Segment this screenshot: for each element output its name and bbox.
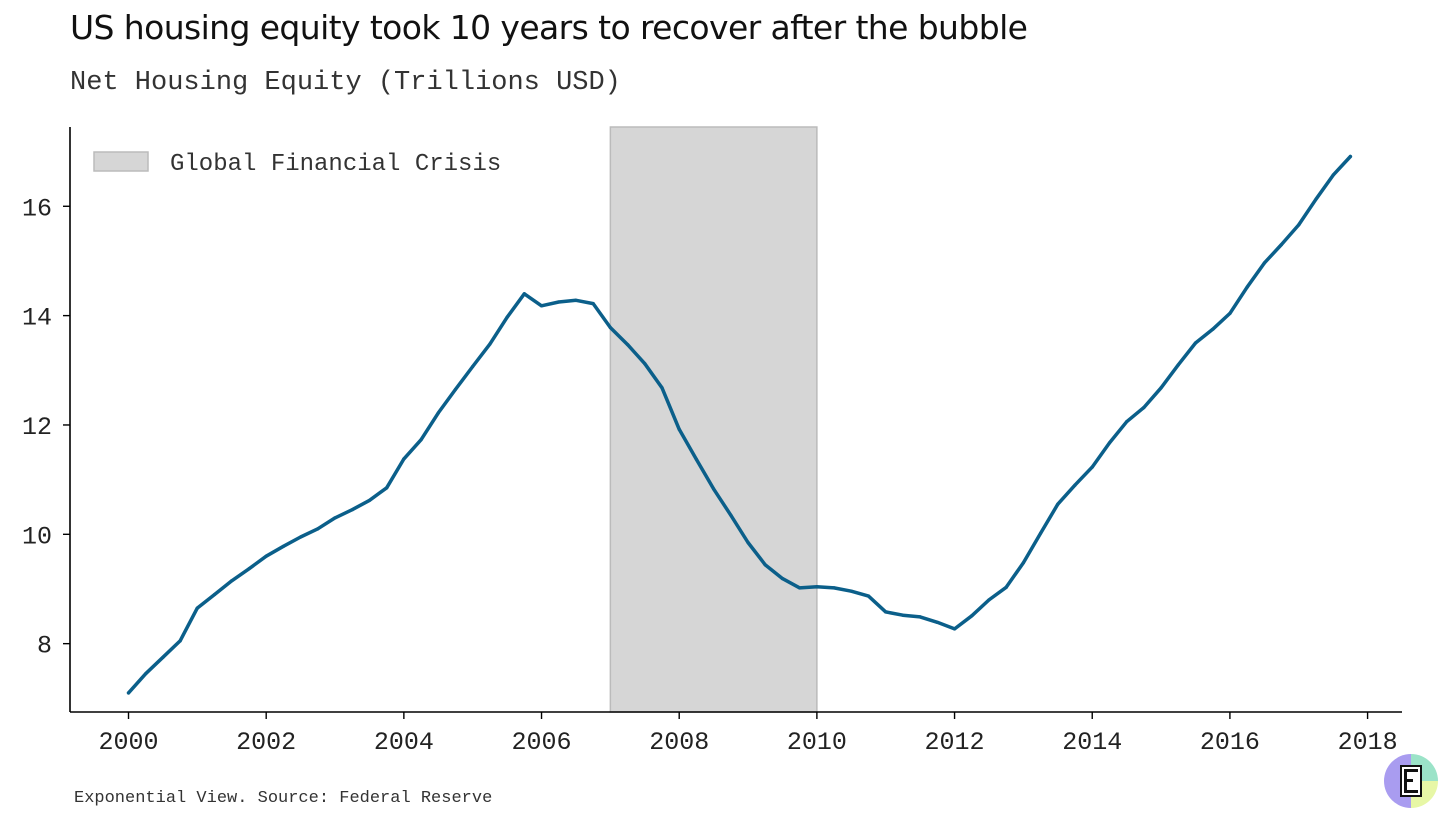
x-tick-label: 2016 xyxy=(1200,728,1260,757)
data-point xyxy=(1021,561,1025,565)
data-point xyxy=(1193,341,1198,345)
data-point xyxy=(264,554,268,558)
x-tick-label: 2004 xyxy=(374,728,434,757)
data-point xyxy=(126,691,131,695)
data-point xyxy=(677,427,681,431)
y-tick-label: 8 xyxy=(37,632,52,661)
data-point xyxy=(935,620,939,624)
data-point xyxy=(178,639,182,643)
data-point xyxy=(780,576,785,581)
data-point xyxy=(1125,420,1129,424)
y-tick-label: 14 xyxy=(22,304,52,333)
data-point xyxy=(1073,483,1077,487)
y-tick-label: 16 xyxy=(22,194,52,223)
x-tick-label: 2002 xyxy=(236,728,296,757)
data-point xyxy=(144,672,148,676)
chart-title: US housing equity took 10 years to recov… xyxy=(70,8,1028,47)
data-point xyxy=(316,527,320,531)
data-point xyxy=(1142,405,1146,410)
data-point xyxy=(1314,197,1318,201)
data-point xyxy=(1159,386,1163,390)
data-point xyxy=(1090,465,1094,469)
data-point xyxy=(385,486,389,490)
data-point xyxy=(488,342,492,346)
data-point xyxy=(712,487,716,491)
data-point xyxy=(230,579,234,583)
data-point xyxy=(557,300,561,304)
x-tick-label: 2008 xyxy=(649,728,709,757)
data-point xyxy=(367,498,372,503)
data-point xyxy=(901,613,905,617)
data-point xyxy=(660,386,664,390)
data-point xyxy=(471,364,475,369)
x-tick-label: 2018 xyxy=(1338,728,1398,757)
data-point xyxy=(798,586,802,590)
data-point xyxy=(815,585,819,589)
data-point xyxy=(1107,441,1112,445)
data-point xyxy=(1331,173,1335,177)
data-point xyxy=(402,457,406,461)
data-point xyxy=(436,411,440,415)
data-point xyxy=(1211,327,1215,331)
data-point xyxy=(281,544,285,548)
data-point xyxy=(453,387,458,392)
data-point xyxy=(866,594,871,598)
x-tick-label: 2006 xyxy=(512,728,572,757)
series-line-net-housing-equity xyxy=(126,154,1353,695)
data-point xyxy=(849,589,853,593)
x-tick-label: 2000 xyxy=(99,728,159,757)
x-tick-label: 2010 xyxy=(787,728,847,757)
data-point xyxy=(1348,154,1352,159)
y-tick-label: 10 xyxy=(22,522,52,551)
data-point xyxy=(729,513,733,517)
data-point xyxy=(970,614,974,618)
data-point xyxy=(952,627,957,631)
data-point xyxy=(763,563,767,567)
x-tick-label: 2012 xyxy=(925,728,985,757)
exponential-view-logo[interactable] xyxy=(1384,754,1438,808)
data-point xyxy=(574,298,578,302)
data-point xyxy=(1279,242,1284,247)
x-tick-label: 2014 xyxy=(1062,728,1122,757)
data-point xyxy=(350,508,354,512)
data-point xyxy=(918,615,922,619)
data-point xyxy=(505,315,509,319)
data-point xyxy=(625,342,630,347)
data-point xyxy=(643,362,647,366)
legend-swatch xyxy=(93,151,149,172)
data-point xyxy=(1297,223,1301,227)
data-point xyxy=(987,598,991,602)
data-point xyxy=(694,457,699,462)
data-point xyxy=(1262,261,1266,265)
data-point xyxy=(419,438,423,442)
data-point xyxy=(1056,502,1060,506)
data-point xyxy=(1039,531,1043,535)
data-point xyxy=(212,592,217,597)
data-point xyxy=(247,567,251,571)
data-point xyxy=(1176,363,1180,367)
data-point xyxy=(299,535,303,539)
data-point xyxy=(195,606,199,610)
crisis-shaded-region xyxy=(609,126,818,713)
y-tick-label: 12 xyxy=(22,413,52,442)
chart-subtitle: Net Housing Equity (Trillions USD) xyxy=(70,68,621,98)
data-point xyxy=(1228,311,1232,316)
data-point xyxy=(884,610,888,614)
legend-label: Global Financial Crisis xyxy=(170,151,501,178)
data-point xyxy=(333,516,337,520)
data-point xyxy=(591,301,595,306)
data-point xyxy=(1004,585,1008,589)
data-point xyxy=(832,586,836,590)
data-point xyxy=(608,326,612,330)
data-point xyxy=(1245,285,1249,289)
data-point xyxy=(746,540,750,545)
source-footer: Exponential View. Source: Federal Reserv… xyxy=(74,789,493,808)
data-point xyxy=(539,304,544,308)
data-point xyxy=(161,655,165,659)
data-point xyxy=(522,292,526,296)
